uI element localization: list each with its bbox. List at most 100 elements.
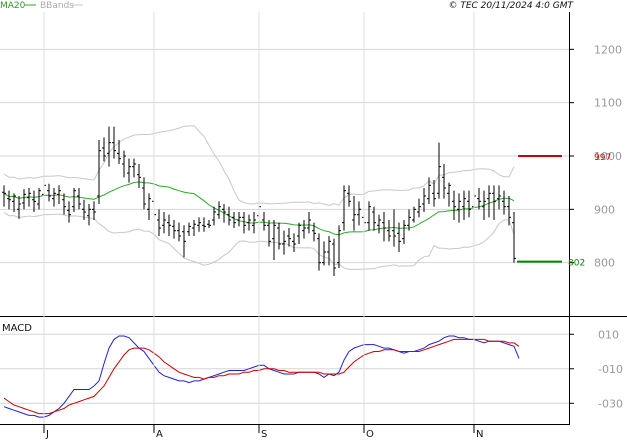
ohlc-bar: [412, 206, 416, 223]
ohlc-bar: [112, 126, 116, 159]
ohlc-bar: [127, 158, 131, 183]
ohlc-bar: [317, 233, 321, 271]
ohlc-bar: [457, 193, 461, 223]
ohlc-bar: [102, 137, 106, 162]
ohlc-bar: [462, 190, 466, 220]
ohlc-bar: [387, 220, 391, 242]
ohlc-bar: [342, 185, 346, 231]
ohlc-bar: [222, 204, 226, 223]
ohlc-bar: [442, 164, 446, 199]
ohlc-bar: [272, 220, 276, 260]
ohlc-bar: [332, 238, 336, 276]
ohlc-bar: [447, 182, 451, 207]
price-y-tick-labels: 1200 1100 1000 900 800: [569, 43, 622, 270]
ohlc-bar: [92, 201, 96, 220]
price-gridlines: [0, 48, 569, 264]
ohlc-bar: [172, 220, 176, 239]
price-y-tick-label: 900: [594, 203, 615, 216]
ohlc-bar: [262, 212, 266, 231]
ohlc-bar: [117, 140, 121, 164]
macd-gridlines: [0, 333, 569, 404]
ohlc-bar: [402, 220, 406, 244]
ohlc-bar: [477, 188, 481, 210]
ohlc-bar: [267, 220, 271, 247]
ohlc-bar: [107, 126, 111, 167]
ohlc-bar: [237, 212, 241, 227]
ohlc-bar: [202, 217, 206, 232]
ohlc-bar: [497, 185, 501, 210]
price-y-tick-label: 1000: [594, 150, 622, 163]
ohlc-bar: [157, 209, 161, 236]
ohlc-bar: [397, 222, 401, 252]
ohlc-bars: [2, 126, 516, 276]
ohlc-bar: [367, 201, 371, 231]
ohlc-bar: [162, 212, 166, 234]
ohlc-bar: [487, 185, 491, 218]
macd-line: [3, 335, 520, 418]
ohlc-bar: [27, 188, 31, 207]
ohlc-bar: [247, 214, 251, 231]
ohlc-bar: [177, 222, 181, 242]
x-tick-label: A: [156, 429, 163, 440]
ohlc-bar: [407, 209, 411, 231]
ohlc-bar: [72, 188, 76, 212]
ohlc-bar: [232, 212, 236, 228]
ohlc-bar: [437, 142, 441, 199]
ohlc-bar: [427, 177, 431, 204]
macd-y-tick-label: 010: [598, 328, 619, 341]
macd-title: MACD: [2, 323, 32, 334]
ohlc-bar: [502, 190, 506, 215]
ohlc-bar: [22, 189, 26, 210]
ohlc-bar: [327, 236, 331, 266]
ohlc-bar: [252, 212, 256, 234]
macd-signal-line: [3, 338, 520, 415]
ohlc-bar: [207, 220, 211, 228]
ohlc-bar: [302, 220, 306, 239]
ohlc-bar: [512, 212, 516, 263]
x-tick-label: S: [261, 429, 267, 440]
ohlc-bar: [322, 241, 326, 266]
x-tick-label: N: [476, 429, 483, 440]
ohlc-bar: [67, 201, 71, 223]
ohlc-bar: [147, 193, 151, 220]
price-y-tick-label: 1200: [594, 43, 622, 56]
ohlc-bar: [422, 188, 426, 212]
x-tick-label: O: [366, 429, 374, 440]
ohlc-bar: [277, 222, 281, 250]
ohlc-bar: [377, 214, 381, 234]
ohlc-bar: [372, 206, 376, 231]
ohlc-bar: [77, 188, 81, 210]
ohlc-bar: [217, 201, 221, 219]
ohlc-bar: [337, 225, 341, 268]
ohlc-bar: [87, 204, 91, 226]
ohlc-bar: [57, 185, 61, 204]
ohlc-bar: [7, 190, 11, 210]
x-tick-label: J: [45, 429, 49, 440]
ohlc-bar: [82, 199, 86, 220]
ohlc-bar: [507, 196, 511, 226]
ohlc-bar: [97, 140, 101, 204]
legend: MA20 BBands: [0, 1, 83, 11]
ohlc-bar: [432, 180, 436, 207]
ohlc-bar: [282, 230, 286, 255]
ohlc-bar: [32, 190, 36, 212]
ohlc-bar: [122, 150, 126, 178]
ohlc-bar: [167, 214, 171, 236]
ohlc-bar: [37, 188, 41, 210]
legend-bbands: BBands: [40, 1, 74, 11]
price-annotations: 997 802: [517, 153, 611, 269]
ohlc-bar: [287, 228, 291, 247]
ohlc-bar: [12, 193, 16, 212]
chart-credit: © TEC 20/11/2024 4:0 GMT: [448, 1, 574, 11]
ohlc-bar: [382, 212, 386, 242]
ohlc-bar: [227, 206, 231, 226]
ohlc-bar: [47, 183, 51, 202]
ohlc-bar: [182, 225, 186, 258]
ohlc-bar: [307, 212, 311, 234]
ohlc-bar: [312, 222, 316, 242]
ohlc-bar: [297, 222, 301, 244]
ohlc-bar: [347, 185, 351, 207]
ohlc-bar: [132, 158, 136, 178]
